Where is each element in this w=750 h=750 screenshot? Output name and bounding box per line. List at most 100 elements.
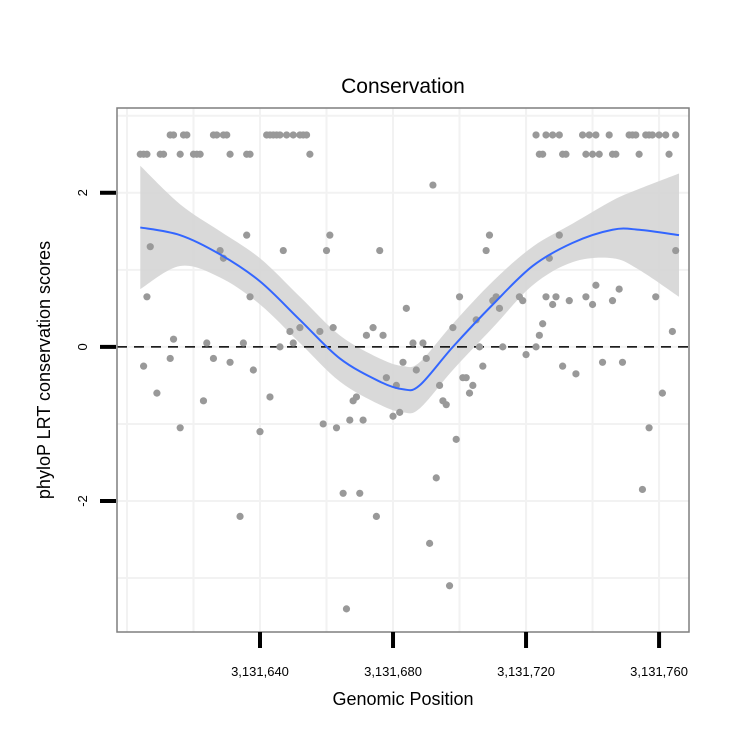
data-point (582, 150, 590, 158)
chart-title: Conservation (341, 75, 465, 98)
data-point (672, 246, 680, 255)
data-point (572, 370, 580, 378)
smooth-curve-layer (140, 226, 680, 392)
data-point (665, 150, 673, 158)
data-point (615, 285, 623, 293)
data-point (176, 424, 184, 432)
data-point (402, 304, 410, 312)
data-point (485, 231, 494, 239)
data-point (475, 343, 484, 351)
data-point (226, 358, 234, 366)
data-point (396, 408, 404, 416)
data-point (329, 324, 337, 332)
data-point (359, 416, 367, 424)
data-point (276, 343, 284, 351)
data-point (588, 150, 597, 158)
data-point (632, 131, 640, 139)
data-point (296, 324, 304, 332)
data-point (276, 131, 284, 139)
y-axis-label: phyloP LRT conservation scores (34, 241, 54, 499)
data-point (648, 131, 657, 139)
data-point (445, 582, 454, 590)
data-point (209, 354, 218, 363)
data-point (455, 293, 464, 301)
data-point (236, 512, 244, 521)
y-tick-label: 0 (75, 343, 90, 350)
data-point (435, 381, 444, 390)
data-point (442, 401, 450, 409)
data-point (183, 131, 191, 139)
data-point (302, 131, 311, 139)
data-point (246, 293, 254, 301)
data-point (419, 339, 427, 347)
data-point (672, 131, 680, 139)
data-point (243, 231, 251, 239)
data-point (449, 324, 457, 332)
data-point (552, 293, 560, 301)
data-point (592, 131, 600, 139)
x-tick-label: 3,131,720 (497, 664, 555, 679)
data-point (196, 150, 204, 158)
data-point (559, 362, 567, 370)
data-point (412, 366, 420, 374)
data-point (213, 131, 221, 139)
data-point (362, 331, 371, 339)
data-point (592, 281, 600, 289)
data-point (565, 297, 573, 305)
data-point (542, 293, 550, 301)
data-point (249, 366, 257, 374)
data-point (479, 362, 487, 370)
data-point (346, 416, 354, 424)
data-point (549, 131, 557, 139)
data-point (166, 354, 174, 363)
points-layer (136, 131, 680, 613)
data-point (319, 420, 327, 428)
data-point (539, 320, 547, 328)
data-point (422, 354, 430, 363)
data-point (578, 131, 587, 139)
data-point (399, 358, 407, 366)
data-point (638, 485, 647, 494)
data-point (645, 424, 653, 432)
data-point (605, 131, 613, 139)
data-point (555, 231, 563, 239)
data-point (322, 246, 331, 255)
data-point (226, 150, 234, 158)
data-point (306, 150, 314, 158)
data-point (372, 512, 380, 521)
data-point (223, 131, 231, 139)
data-point (409, 339, 417, 347)
data-point (582, 293, 590, 301)
x-axis-label: Genomic Position (332, 689, 473, 709)
data-point (176, 150, 184, 158)
data-point (239, 339, 247, 347)
y-tick-label: -2 (75, 495, 90, 507)
data-point (658, 389, 666, 397)
data-point (342, 605, 351, 613)
data-point (668, 327, 676, 336)
data-point (462, 374, 470, 382)
data-point (595, 150, 603, 158)
data-point (246, 150, 254, 158)
data-point (598, 358, 607, 366)
panel-border (116, 107, 690, 633)
data-point (379, 331, 387, 339)
data-point (522, 350, 530, 359)
data-point (286, 327, 294, 336)
data-point (256, 428, 264, 436)
data-point (655, 131, 663, 139)
x-tick-label: 3,131,640 (231, 664, 289, 679)
data-point (143, 293, 151, 301)
smooth-fit-line (140, 226, 680, 392)
data-point (289, 339, 297, 347)
data-point (519, 297, 527, 305)
data-point (143, 150, 151, 158)
x-tick-label: 3,131,760 (630, 664, 688, 679)
data-point (339, 489, 347, 497)
data-point (429, 181, 437, 189)
data-point (389, 412, 397, 420)
data-point (495, 304, 504, 312)
data-point (608, 297, 617, 305)
data-point (482, 246, 490, 255)
